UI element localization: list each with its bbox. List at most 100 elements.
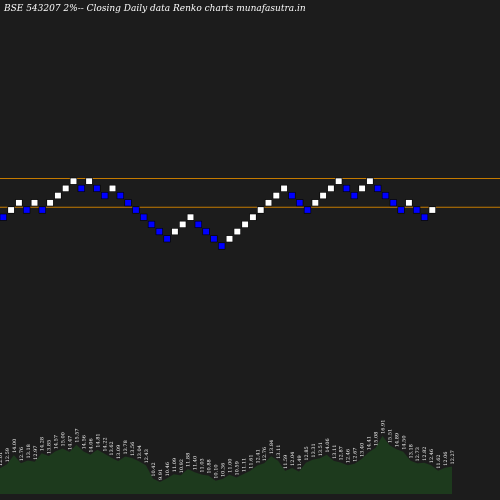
volume-label: 14.57 (54, 435, 60, 449)
renko-brick-down (397, 206, 405, 214)
volume-label: 11.03 (200, 458, 206, 472)
volume-label: 10.10 (214, 464, 220, 478)
renko-brick-up (335, 177, 343, 185)
volume-label: 12.59 (5, 448, 11, 462)
volume-label: 13.40 (360, 443, 366, 457)
renko-brick-up (108, 184, 117, 192)
renko-brick-up (311, 199, 319, 207)
renko-brick-down (194, 220, 202, 228)
renko-brick-down (389, 199, 397, 207)
renko-brick-up (280, 184, 288, 192)
volume-label: 14.00 (12, 439, 18, 453)
volume-label: 10.46 (165, 462, 171, 476)
volume-label: 13.85 (47, 440, 53, 454)
volume-label: 12.76 (262, 447, 268, 461)
renko-brick-up (272, 192, 280, 200)
renko-brick-up (327, 184, 335, 192)
renko-brick-down (0, 213, 7, 221)
volume-label: 15.57 (74, 428, 80, 442)
renko-brick-down (163, 235, 171, 243)
renko-brick-down (420, 213, 429, 221)
volume-label: 12.87 (339, 446, 345, 460)
renko-brick-down (116, 192, 124, 200)
volume-label: 15.08 (374, 432, 380, 446)
volume-label: 10.36 (221, 463, 227, 477)
renko-brick-up (69, 177, 78, 185)
volume-label: 13.31 (311, 443, 317, 457)
volume-label: 13.18 (408, 444, 414, 458)
volume-label: 13.09 (116, 445, 122, 459)
volume-label: 12.06 (443, 452, 449, 466)
volume-label: 13.11 (332, 445, 338, 459)
renko-bricks (0, 177, 436, 250)
volume-label: 12.43 (144, 449, 150, 463)
volume-label: 11.11 (241, 458, 247, 472)
volume-label: 13.11 (276, 445, 282, 459)
volume-label: 12.67 (353, 447, 359, 461)
volume-label: 11.59 (283, 455, 289, 469)
volume-area-path (0, 435, 452, 494)
volume-label: 10.59 (234, 461, 240, 475)
volume-label: 12.76 (19, 447, 25, 461)
renko-brick-up (358, 184, 366, 192)
renko-brick-down (374, 184, 382, 192)
volume-label: 14.50 (401, 435, 407, 449)
volume-label: 10.88 (207, 459, 213, 473)
renko-brick-up (233, 228, 241, 236)
renko-brick-down (218, 242, 226, 250)
renko-brick-down (202, 228, 210, 236)
renko-brick-up (428, 206, 436, 214)
volume-label: 14.06 (325, 438, 331, 452)
volume-label: 12.46 (346, 449, 352, 463)
volume-label: 13.18 (26, 444, 32, 458)
volume-label: 12.73 (415, 447, 421, 461)
volume-label: 14.81 (95, 433, 101, 447)
volume-label: 13.51 (318, 442, 324, 456)
volume-label: 13.04 (137, 445, 143, 459)
volume-label: 14.28 (40, 437, 46, 451)
volume-label: 14.22 (102, 437, 108, 451)
volume-label: 12.82 (422, 447, 428, 461)
renko-brick-up (85, 177, 93, 185)
renko-brick-down (124, 199, 132, 207)
renko-brick-up (179, 220, 187, 228)
renko-brick-down (101, 192, 109, 200)
renko-brick-up (186, 213, 195, 221)
renko-brick-down (296, 199, 304, 207)
volume-label: 12.97 (33, 446, 39, 460)
renko-brick-down (350, 192, 358, 200)
volume-label: 9.91 (158, 469, 164, 480)
renko-brick-down (77, 184, 85, 192)
volume-label: 12.04 (290, 452, 296, 466)
volume-label: 13.62 (109, 441, 115, 455)
volume-label: 11.49 (297, 455, 303, 469)
volume-label: 14.06 (88, 438, 94, 452)
volume-label: 10.42 (151, 462, 157, 476)
volume-label: 13.56 (130, 442, 136, 456)
chart-title: BSE 543207 2%-- Closing Daily data Renko… (3, 4, 306, 14)
volume-label: 12.27 (450, 450, 456, 464)
renko-brick-down (93, 184, 101, 192)
renko-brick-up (241, 220, 249, 228)
volume-label: 12.46 (429, 449, 435, 463)
volume-label: 10.92 (179, 459, 185, 473)
volume-label: 11.88 (186, 453, 192, 467)
volume-label: 14.89 (394, 433, 400, 447)
volume-label: 14.47 (68, 436, 74, 450)
volume-label: 12.85 (304, 446, 310, 460)
volume-label: 11.00 (227, 458, 233, 472)
volume-label: 15.00 (61, 432, 67, 446)
renko-brick-up (225, 235, 234, 243)
renko-brick-down (413, 206, 421, 214)
renko-brick-down (303, 206, 312, 214)
renko-brick-up (46, 199, 54, 207)
renko-brick-up (264, 199, 273, 207)
volume-label: 14.41 (367, 436, 373, 450)
renko-brick-down (381, 192, 390, 200)
renko-brick-up (15, 199, 23, 207)
volume-area (0, 435, 452, 494)
renko-brick-up (366, 177, 374, 185)
renko-brick-down (132, 206, 140, 214)
